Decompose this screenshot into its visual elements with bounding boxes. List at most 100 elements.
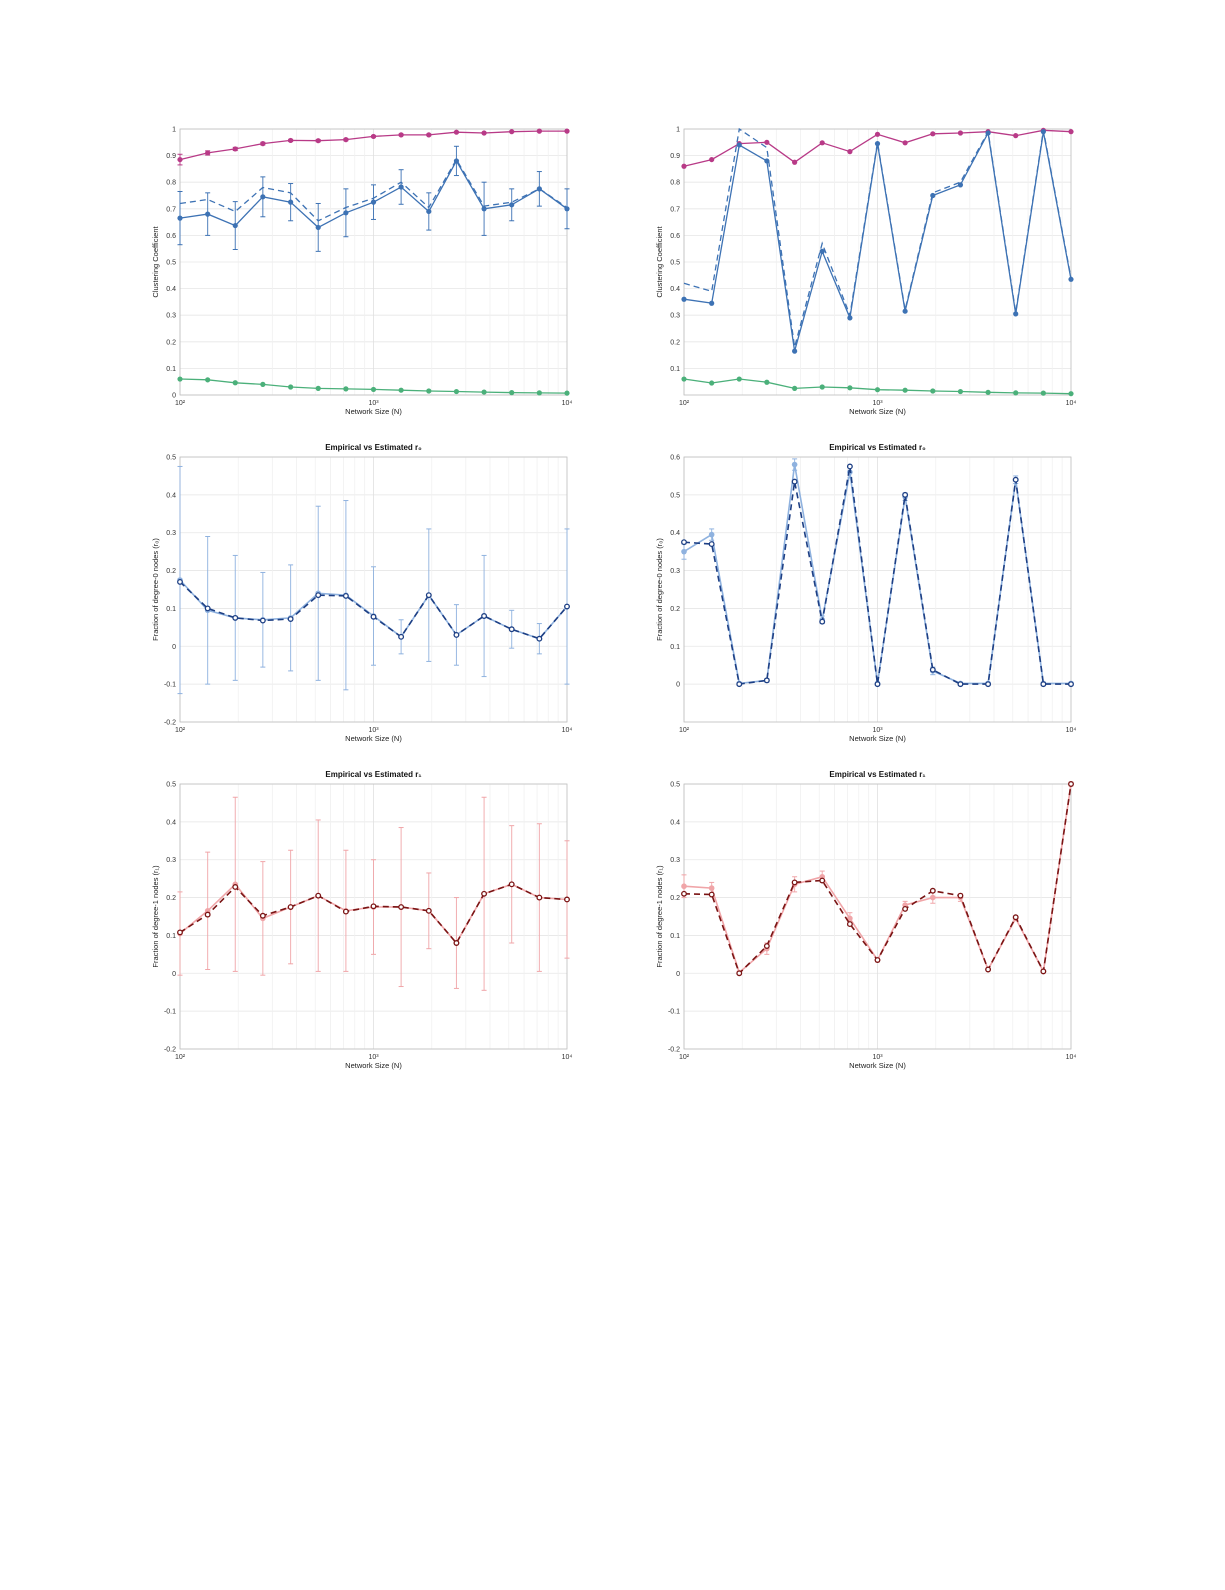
data-point	[205, 150, 211, 156]
data-point	[398, 633, 405, 640]
data-point	[370, 613, 377, 620]
data-point	[681, 296, 687, 302]
chart-panel-4: 0 0.1 0.2 0.3 0.4 0.5 0.6 10² 10³ 10⁴ Network Size…	[655, 443, 1076, 743]
series-1	[177, 128, 570, 166]
data-point	[709, 380, 715, 386]
data-point	[1013, 390, 1019, 396]
data-point	[1068, 681, 1074, 688]
x-tick-label: 10²	[175, 1054, 186, 1061]
data-point	[874, 387, 881, 393]
data-point	[792, 348, 798, 354]
y-axis-label: Clustering Coefficient	[655, 226, 664, 298]
data-point	[902, 308, 908, 314]
data-point	[902, 387, 908, 393]
series-4	[177, 376, 570, 396]
chart-title: Empirical vs Estimated r₀	[829, 443, 926, 452]
y-tick-label: 0.8	[166, 180, 176, 187]
data-point	[1013, 311, 1019, 317]
data-point	[736, 142, 742, 148]
data-point	[481, 890, 488, 897]
data-point	[847, 385, 853, 391]
y-tick-label: -0.1	[668, 1009, 680, 1016]
data-point	[232, 884, 239, 890]
chart-panel-3: -0.2 -0.1 0 0.1 0.2 0.3 0.4 0.5 10² 10³ 10⁴ Network…	[151, 443, 572, 743]
y-tick-label: 0.4	[166, 492, 176, 499]
data-point	[288, 384, 294, 390]
data-point	[259, 617, 266, 624]
data-point	[564, 390, 570, 396]
x-tick-label: 10⁴	[1066, 400, 1077, 407]
data-point	[370, 386, 377, 393]
data-point	[874, 957, 881, 963]
data-point	[929, 887, 936, 894]
y-tick-label: 0.5	[670, 782, 680, 789]
data-point	[846, 921, 853, 928]
y-axis-label: Fraction of degree-1 nodes (r₁)	[151, 865, 160, 968]
data-point	[1068, 276, 1074, 282]
axes-frame	[683, 783, 1072, 1050]
data-point	[874, 141, 881, 147]
data-point	[425, 592, 432, 599]
data-layer	[681, 127, 1074, 397]
data-point	[1013, 133, 1019, 139]
data-point	[398, 132, 404, 138]
data-point	[819, 877, 826, 884]
data-point	[287, 904, 294, 910]
data-point	[847, 915, 853, 922]
y-tick-label: -0.1	[164, 1009, 176, 1016]
y-tick-label: 0.8	[670, 180, 680, 187]
axes-frame	[179, 128, 568, 396]
data-point	[260, 381, 266, 387]
data-point	[681, 539, 687, 546]
data-point	[847, 149, 853, 155]
y-tick-label: 0	[172, 971, 176, 978]
series-2	[177, 145, 570, 252]
data-point	[426, 388, 432, 394]
y-tick-label: 0.2	[670, 606, 680, 613]
data-point	[260, 194, 266, 200]
data-point	[536, 635, 543, 642]
series-line	[179, 158, 568, 222]
y-tick-label: 0.1	[166, 606, 176, 613]
data-point	[177, 156, 183, 163]
data-point	[929, 894, 936, 901]
x-axis-label: Network Size (N)	[345, 734, 402, 743]
series-2	[681, 463, 1074, 688]
data-point	[260, 141, 266, 147]
x-tick-label: 10³	[368, 1054, 379, 1061]
data-point	[232, 380, 238, 386]
y-tick-label: 0.2	[670, 895, 680, 902]
data-point	[985, 966, 992, 973]
data-point	[288, 199, 294, 205]
data-point	[847, 315, 853, 321]
x-axis-label: Network Size (N)	[849, 734, 906, 743]
x-tick-label: 10⁴	[1066, 727, 1077, 734]
data-point	[315, 138, 321, 144]
data-point	[564, 128, 570, 134]
data-point	[930, 388, 936, 394]
data-point	[315, 892, 322, 899]
y-tick-label: 0.7	[166, 206, 176, 213]
data-point	[791, 879, 798, 886]
data-point	[398, 904, 405, 910]
x-tick-label: 10⁴	[562, 1054, 573, 1061]
y-tick-label: 0.1	[670, 644, 680, 651]
data-point	[764, 139, 770, 145]
chart-panel-5: -0.2 -0.1 0 0.1 0.2 0.3 0.4 0.5 10² 10³ 10⁴ Network…	[151, 770, 572, 1070]
x-tick-label: 10³	[368, 727, 379, 734]
data-point	[681, 376, 687, 382]
y-tick-label: 0.6	[670, 233, 680, 240]
y-tick-label: 0.1	[166, 366, 176, 373]
data-point	[763, 943, 770, 949]
data-point	[564, 603, 570, 610]
data-point	[453, 940, 460, 946]
x-tick-label: 10²	[175, 727, 186, 734]
y-tick-label: 0.4	[670, 530, 680, 537]
data-point	[453, 129, 460, 135]
chart-title: Empirical vs Estimated r₁	[829, 770, 926, 779]
data-point	[536, 894, 543, 901]
x-tick-label: 10⁴	[562, 400, 573, 407]
data-point	[342, 592, 349, 599]
y-tick-label: 0.1	[670, 366, 680, 373]
